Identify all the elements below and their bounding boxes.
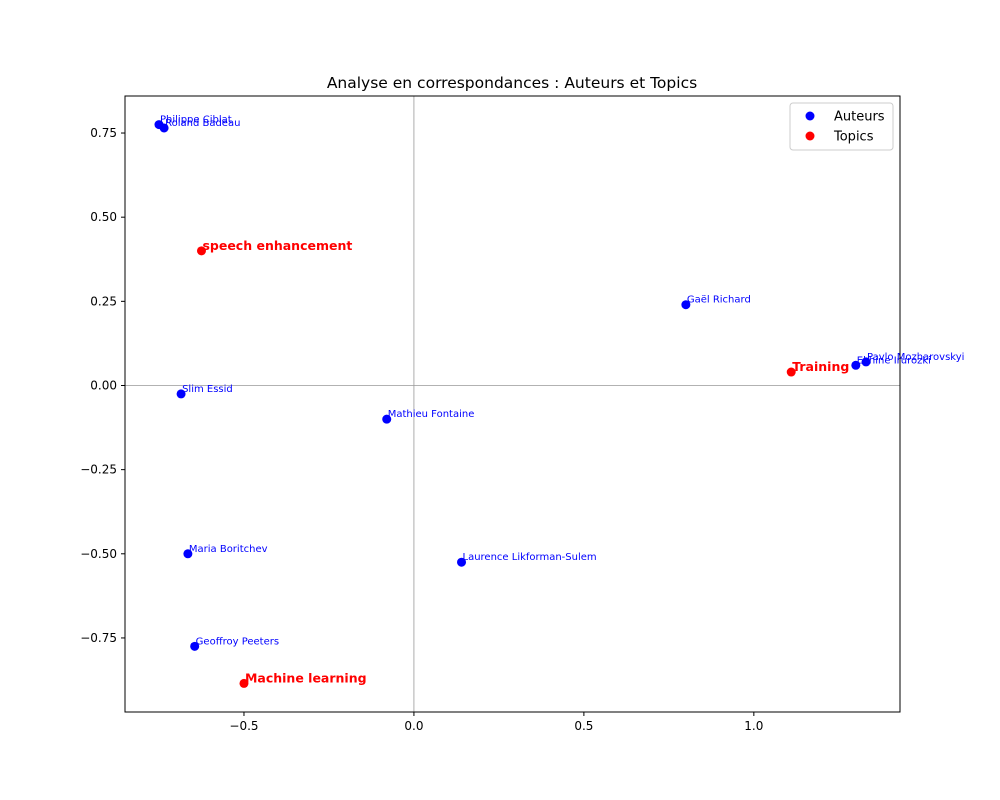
y-tick-label: −0.75 xyxy=(80,631,117,645)
author-label: Gaël Richard xyxy=(687,295,751,306)
y-tick-label: 0.00 xyxy=(90,378,117,392)
author-point xyxy=(190,641,200,651)
chart-title: Analyse en correspondances : Auteurs et … xyxy=(327,74,697,92)
author-point xyxy=(183,549,193,559)
y-tick-label: 0.50 xyxy=(90,210,117,224)
author-point xyxy=(457,557,467,567)
topic-point xyxy=(786,367,796,377)
legend-box xyxy=(789,102,894,151)
author-label: Pavlo Mozharovskyi xyxy=(867,352,964,363)
data-marks xyxy=(154,120,871,688)
y-tick-label: −0.25 xyxy=(80,463,117,477)
topic-label: Training xyxy=(792,359,849,374)
topic-label: speech enhancement xyxy=(202,238,352,253)
author-label: Mathieu Fontaine xyxy=(388,409,475,420)
x-tick-label: 0.5 xyxy=(574,719,593,733)
y-tick-label: 0.75 xyxy=(90,126,117,140)
author-label: Maria Boritchev xyxy=(189,544,268,555)
legend-label: Topics xyxy=(833,130,874,145)
legend-label: Auteurs xyxy=(834,110,885,125)
topic-point xyxy=(196,246,206,256)
plot-frame xyxy=(124,95,901,713)
topic-label: Machine learning xyxy=(245,670,367,685)
legend: Auteurs Topics xyxy=(789,102,894,151)
legend-marker xyxy=(805,131,815,141)
author-point xyxy=(681,300,691,310)
reference-lines xyxy=(125,96,900,712)
author-point xyxy=(851,360,861,370)
x-tick-label: −0.5 xyxy=(229,719,258,733)
legend-marker xyxy=(805,111,815,121)
topic-point xyxy=(239,678,249,688)
author-label: Roland Badeau xyxy=(165,118,240,129)
x-tick-label: 0.0 xyxy=(404,719,423,733)
x-tick-label: 1.0 xyxy=(744,719,763,733)
author-point xyxy=(159,123,169,133)
y-axis: −0.75 −0.50 −0.25 0.00 0.25 0.50 0.75 xyxy=(80,126,125,645)
author-label: Slim Essid xyxy=(182,384,233,395)
author-label: Laurence Likforman-Sulem xyxy=(463,552,597,563)
author-point xyxy=(861,357,871,367)
author-label: Philippe Ciblat xyxy=(160,115,232,126)
y-tick-label: −0.50 xyxy=(80,547,117,561)
y-tick-label: 0.25 xyxy=(90,294,117,308)
x-axis: −0.5 0.0 0.5 1.0 xyxy=(229,712,763,733)
author-point xyxy=(382,414,392,424)
author-label: Geoffroy Peeters xyxy=(196,636,279,647)
author-point xyxy=(176,389,186,399)
author-label: Ekhine Irurozki xyxy=(857,355,931,366)
